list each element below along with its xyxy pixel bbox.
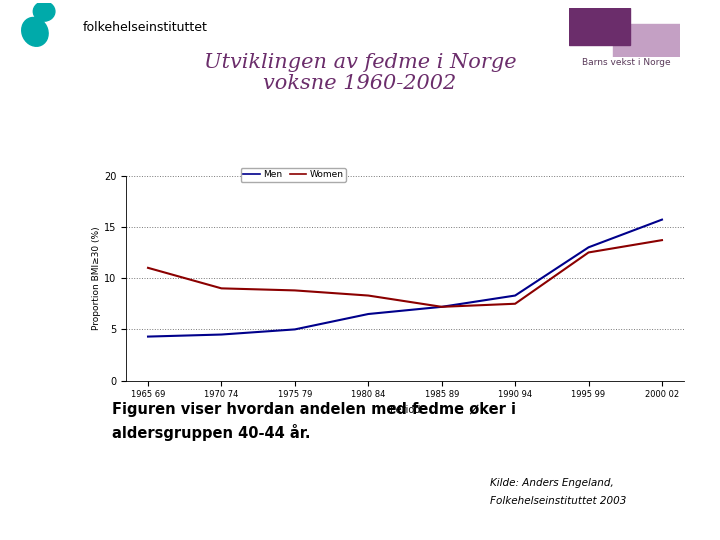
Text: Kilde: Anders Engeland,: Kilde: Anders Engeland, <box>490 478 613 488</box>
X-axis label: Period: Period <box>390 405 420 415</box>
Text: Utviklingen av fedme i Norge: Utviklingen av fedme i Norge <box>204 52 516 72</box>
Legend: Men, Women: Men, Women <box>240 168 346 182</box>
Text: Figuren viser hvordan andelen med fedme øker i: Figuren viser hvordan andelen med fedme … <box>112 402 516 417</box>
Text: aldersgruppen 40-44 år.: aldersgruppen 40-44 år. <box>112 424 310 441</box>
Bar <box>613 24 680 57</box>
Y-axis label: Proportion BMI≥30 (%): Proportion BMI≥30 (%) <box>92 226 101 330</box>
Circle shape <box>33 2 55 21</box>
Ellipse shape <box>22 17 48 46</box>
Text: Barns vekst i Norge: Barns vekst i Norge <box>582 58 671 68</box>
Text: voksne 1960-2002: voksne 1960-2002 <box>264 74 456 93</box>
Bar <box>569 8 630 45</box>
Text: Folkehelseinstituttet 2003: Folkehelseinstituttet 2003 <box>490 496 626 506</box>
Text: folkehelseinstituttet: folkehelseinstituttet <box>83 21 207 33</box>
